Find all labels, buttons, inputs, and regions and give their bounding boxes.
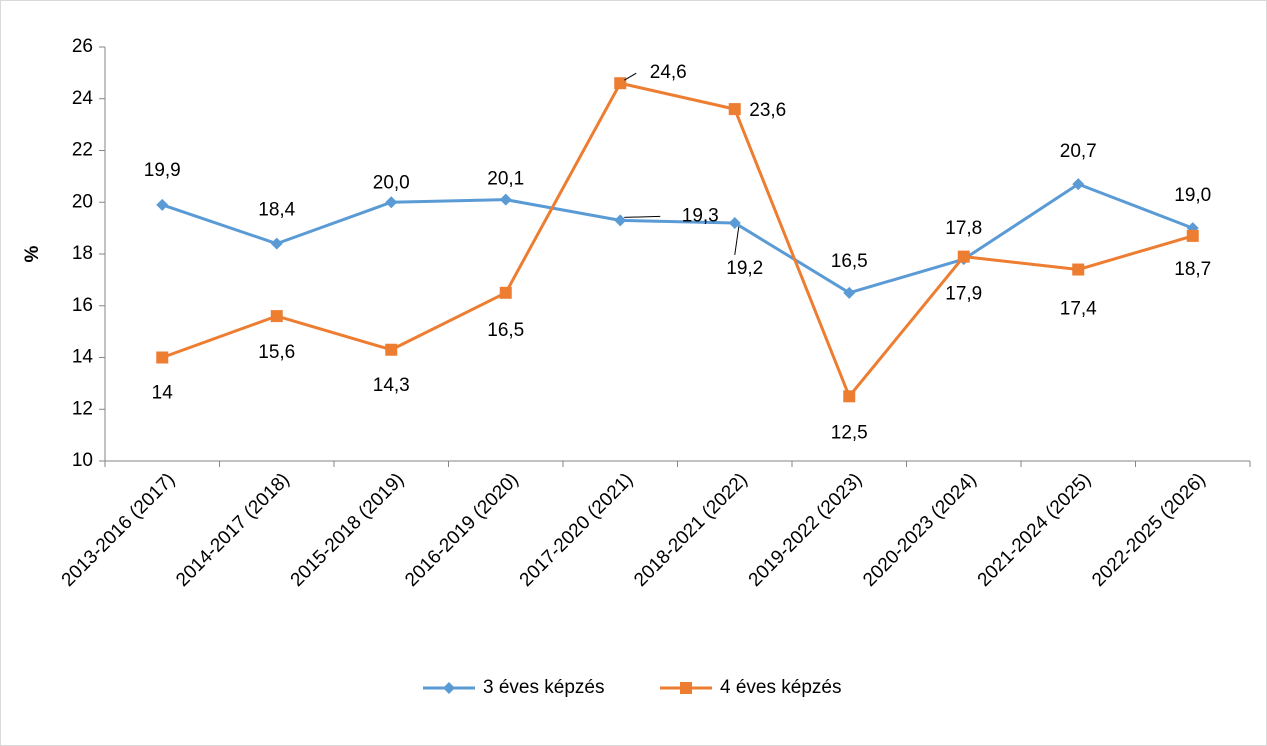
data-label: 19,9 [144, 160, 181, 181]
data-point [728, 216, 741, 229]
series-line [161, 81, 1194, 398]
data-label: 14 [152, 383, 174, 404]
data-label: 19,0 [1174, 185, 1211, 206]
data-label: 18,7 [1174, 259, 1211, 280]
data-point [156, 198, 169, 211]
data-point [385, 343, 398, 356]
data-point [614, 77, 627, 90]
data-point [499, 286, 512, 299]
data-label: 17,8 [945, 218, 982, 239]
data-label: 19,3 [682, 205, 719, 226]
data-label: 15,6 [258, 342, 295, 363]
leader-line [623, 72, 637, 81]
data-point [156, 351, 169, 364]
y-tick-label: 22 [72, 140, 93, 161]
data-point [270, 310, 283, 323]
data-label: 23,6 [749, 100, 786, 121]
data-point [1186, 229, 1199, 242]
data-label: 14,3 [373, 375, 410, 396]
y-tick-label: 14 [72, 347, 94, 368]
data-label: 17,9 [945, 284, 982, 305]
data-point [499, 193, 512, 206]
data-point [843, 390, 856, 403]
y-tick-label: 26 [72, 36, 93, 57]
data-label: 24,6 [650, 62, 687, 83]
data-point [614, 214, 627, 227]
data-point [957, 250, 970, 263]
data-label: 20,0 [373, 172, 410, 193]
data-point [270, 237, 283, 250]
legend-marker [443, 682, 455, 694]
leader-line [734, 226, 740, 256]
data-point [1072, 178, 1085, 191]
legend-marker [680, 682, 692, 694]
data-label: 12,5 [831, 422, 868, 443]
data-label: 16,5 [831, 251, 868, 272]
y-tick-label: 20 [72, 191, 93, 212]
series-line [161, 182, 1194, 295]
data-label: 20,7 [1060, 141, 1097, 162]
data-point [728, 103, 741, 116]
leader-line [624, 215, 661, 218]
data-label: 19,2 [726, 258, 763, 279]
y-tick-label: 12 [72, 398, 93, 419]
data-point [385, 196, 398, 209]
data-label: 16,5 [487, 320, 524, 341]
data-point [1072, 263, 1085, 276]
legend-label: 4 éves képzés [720, 677, 841, 698]
data-label: 20,1 [487, 169, 524, 190]
data-point [843, 286, 856, 299]
y-tick-label: 10 [72, 450, 93, 471]
data-label: 18,4 [258, 200, 295, 221]
y-tick-label: 24 [72, 88, 94, 109]
y-tick-label: 16 [72, 295, 93, 316]
y-axis-label: % [22, 245, 43, 262]
y-tick-label: 18 [72, 243, 93, 264]
legend-label: 3 éves képzés [483, 677, 604, 698]
data-label: 17,4 [1060, 299, 1097, 320]
